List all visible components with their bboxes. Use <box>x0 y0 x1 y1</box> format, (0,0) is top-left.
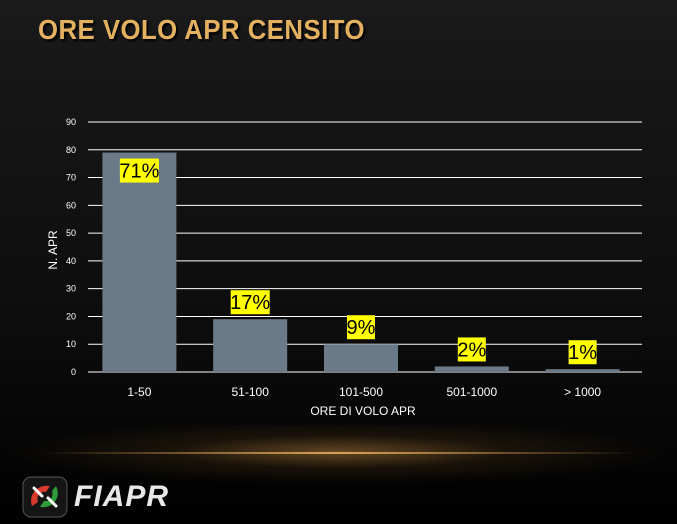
y-tick-label: 0 <box>71 367 76 377</box>
data-label: 17% <box>230 290 270 315</box>
x-axis-label: ORE DI VOLO APR <box>310 404 416 418</box>
bars <box>102 152 620 372</box>
decorative-glow-line <box>40 452 637 454</box>
bar <box>213 319 288 372</box>
data-label-box <box>457 337 486 362</box>
y-axis-label: N. APR <box>46 230 60 270</box>
y-tick-label: 30 <box>66 284 76 294</box>
y-tick-label: 20 <box>66 311 76 321</box>
data-label-text: 17% <box>230 292 270 314</box>
y-tick-label: 90 <box>66 117 76 127</box>
y-tick-label: 10 <box>66 339 76 349</box>
x-tick-label: 501-1000 <box>446 385 497 399</box>
fiapr-emblem-icon <box>22 476 68 518</box>
x-tick-label: 1-50 <box>127 385 151 399</box>
data-label-text: 1% <box>568 342 597 364</box>
data-label: 1% <box>568 340 597 365</box>
x-tick-label: 51-100 <box>232 385 270 399</box>
data-label-text: 9% <box>347 317 376 339</box>
x-tick-label: > 1000 <box>564 385 601 399</box>
decorative-glow <box>0 425 677 485</box>
fiapr-logo: FIAPR <box>22 476 192 518</box>
data-label: 2% <box>457 337 486 362</box>
y-tick-labels: 0 10 20 30 40 50 60 70 80 90 <box>66 117 76 377</box>
y-tick-label: 70 <box>66 173 76 183</box>
x-tick-label: 101-500 <box>339 385 383 399</box>
bar <box>324 344 398 372</box>
bar <box>102 152 177 372</box>
data-label-box <box>230 290 270 315</box>
data-label-box <box>119 158 159 183</box>
grid-lines <box>88 121 642 373</box>
data-label: 71% <box>119 158 160 183</box>
y-tick-label: 50 <box>66 228 76 238</box>
y-tick-label: 80 <box>66 145 76 155</box>
data-label-box <box>568 340 597 365</box>
slide-title: ORE VOLO APR CENSITO <box>38 14 365 45</box>
bar <box>545 369 620 372</box>
y-tick-label: 60 <box>66 200 76 210</box>
x-tick-labels: 1-50 51-100 101-500 501-1000 > 1000 <box>127 385 601 399</box>
data-label-text: 2% <box>457 339 486 361</box>
data-label-box <box>347 315 375 340</box>
logo-text: FIAPR <box>74 480 169 513</box>
bar <box>434 366 509 372</box>
y-tick-label: 40 <box>66 256 76 266</box>
data-label: 9% <box>347 315 376 340</box>
data-labels: 71% 17% 9% 2% 1% <box>119 158 597 365</box>
data-label-text: 71% <box>119 161 159 183</box>
